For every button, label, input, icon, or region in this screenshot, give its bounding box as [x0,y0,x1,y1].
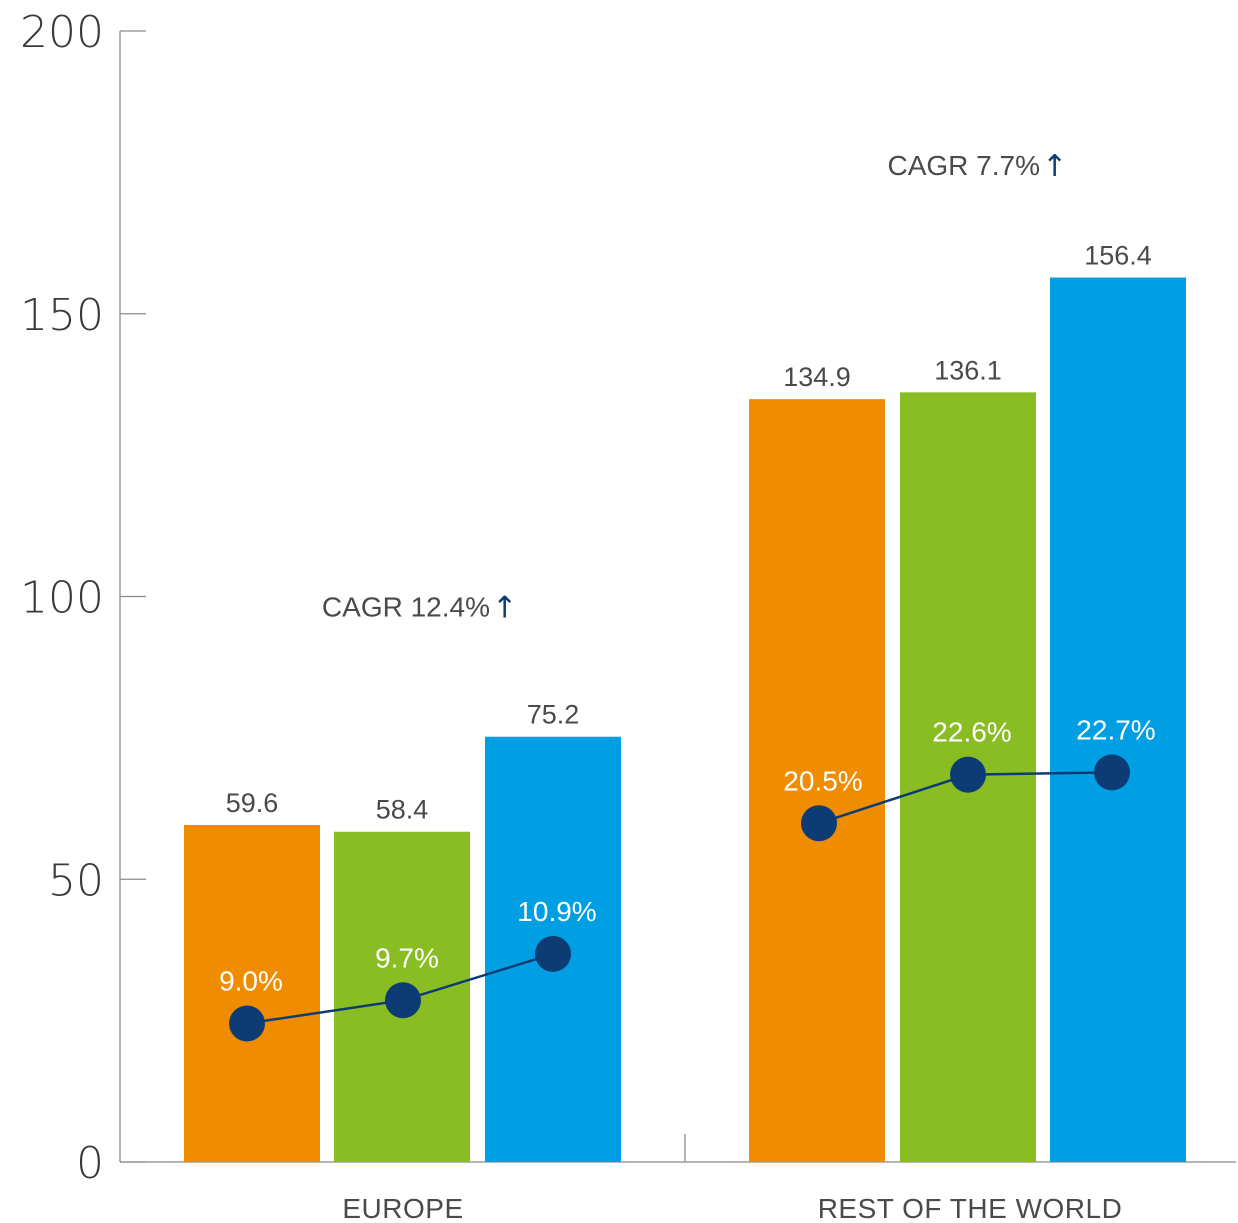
pct-label: 10.9% [517,896,596,927]
y-tick-label: 100 [20,573,104,624]
bar [184,824,320,1162]
y-tick-label: 0 [76,1138,104,1189]
pct-marker [950,756,986,793]
bar-value-label: 136.1 [934,355,1002,385]
bar-value-label: 75.2 [527,700,580,730]
pct-marker [801,805,837,842]
y-tick-label: 200 [20,7,104,58]
bar [749,399,885,1162]
pct-label: 9.7% [375,942,439,973]
cagr-annotation: CAGR 7.7% [888,150,1041,181]
cagr-annotation: CAGR 12.4% [322,591,490,622]
y-tick-label: 150 [20,290,104,341]
bar-value-label: 58.4 [376,795,429,825]
pct-label: 20.5% [783,765,862,796]
up-arrow-icon: ↑ [492,590,517,625]
bar-value-label: 59.6 [226,788,279,818]
y-tick-label: 50 [48,855,104,906]
pct-marker [229,1005,265,1042]
bar [1050,277,1186,1163]
pct-lines [229,754,1130,1042]
pct-marker [1094,754,1130,791]
pct-marker [535,935,571,972]
pct-label: 22.6% [932,717,1011,748]
up-arrow-icon: ↑ [1042,149,1067,184]
pct-label: 9.0% [219,965,283,996]
bar-value-label: 134.9 [783,362,851,392]
pct-marker [385,982,421,1019]
pct-label: 22.7% [1076,714,1155,745]
axes: 0 50 100 150 200 [20,7,1236,1189]
category-label: EUROPE [342,1193,463,1223]
bar-value-label: 156.4 [1084,241,1152,271]
bars [184,277,1186,1163]
labels: EUROPE REST OF THE WORLD 59.6 134.9 58.4 136.… [219,149,1156,1223]
category-label: REST OF THE WORLD [818,1193,1123,1223]
